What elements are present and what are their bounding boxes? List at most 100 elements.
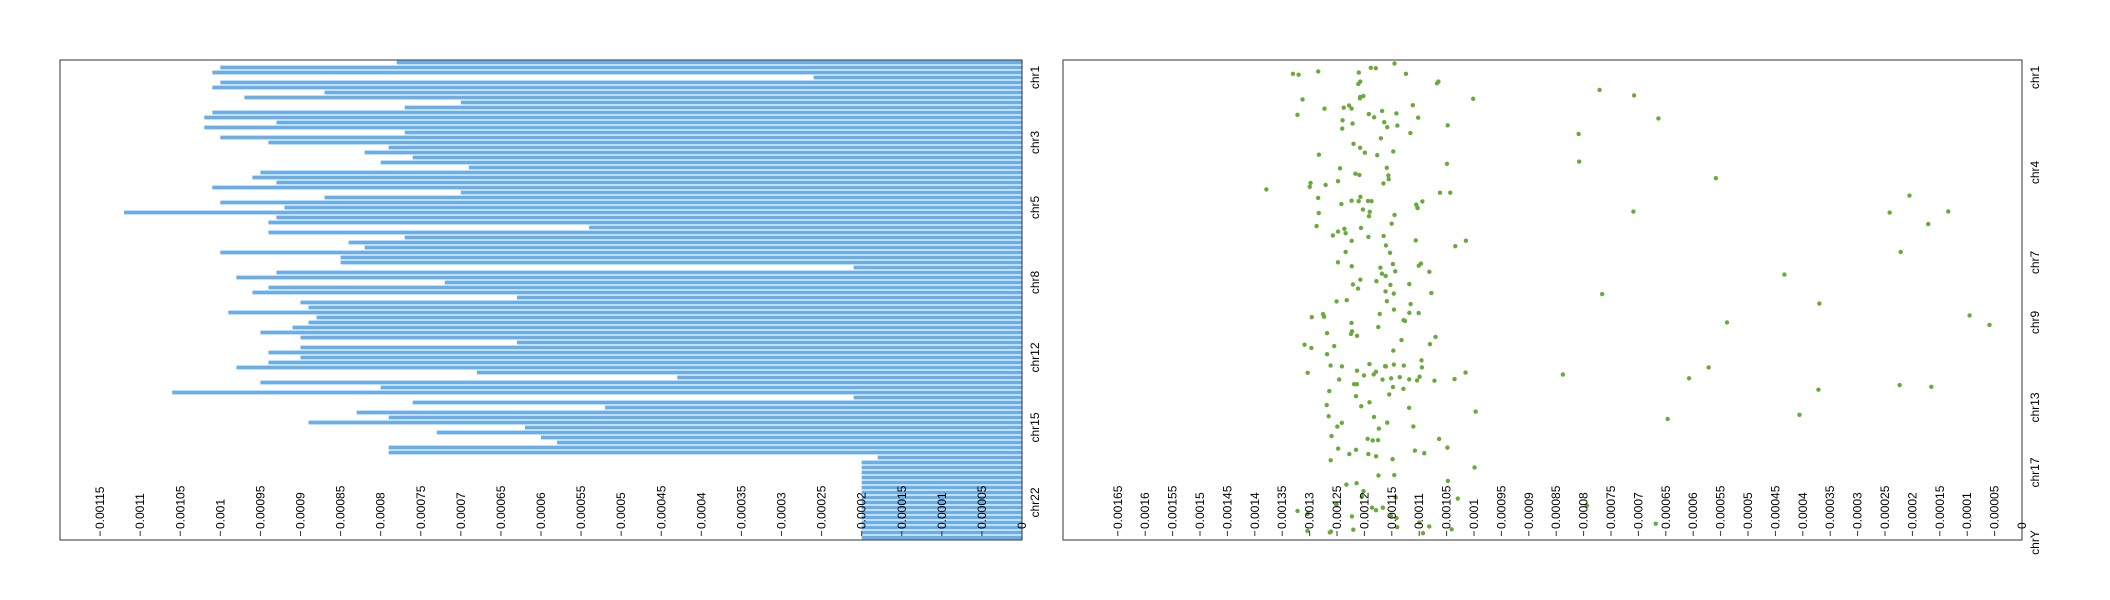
scatter-chart-tick-label: 0.00125 bbox=[1330, 485, 1344, 529]
scatter-point bbox=[1354, 333, 1360, 339]
scatter-point bbox=[1422, 451, 1427, 456]
scatter-point bbox=[1315, 195, 1321, 201]
bar-chart-category-label: chr8 bbox=[1028, 271, 1042, 295]
scatter-point bbox=[1887, 210, 1892, 215]
bar bbox=[292, 325, 1022, 330]
scatter-point bbox=[1351, 527, 1356, 532]
bar-chart-category-label: chr3 bbox=[1028, 131, 1042, 155]
scatter-point bbox=[1349, 106, 1354, 111]
scatter-point bbox=[1472, 465, 1477, 470]
scatter-chart-category-label: chrY bbox=[2028, 530, 2042, 555]
scatter-point bbox=[1335, 424, 1340, 429]
bar bbox=[172, 390, 1022, 395]
scatter-point bbox=[1381, 233, 1386, 239]
scatter-point bbox=[1323, 182, 1328, 188]
bar bbox=[853, 395, 1022, 400]
scatter-point bbox=[1420, 530, 1426, 536]
scatter-point bbox=[1433, 334, 1438, 340]
scatter-point bbox=[1406, 405, 1412, 411]
scatter-point bbox=[1349, 264, 1354, 269]
scatter-point bbox=[1416, 310, 1421, 316]
scatter-chart-tick-label: 0.0002 bbox=[1905, 492, 1919, 529]
bar-chart-tick-label: 0.00065 bbox=[494, 485, 508, 529]
scatter-chart-tick-label: 0.00035 bbox=[1823, 485, 1837, 529]
scatter-point bbox=[1264, 187, 1269, 192]
scatter-point bbox=[1393, 495, 1398, 500]
bar bbox=[252, 290, 1022, 295]
scatter-chart-tick-label: 0.0007 bbox=[1631, 492, 1645, 529]
bar bbox=[220, 200, 1023, 205]
scatter-point bbox=[1373, 508, 1379, 513]
bar bbox=[861, 465, 1022, 470]
scatter-point bbox=[1967, 313, 1972, 318]
scatter-point bbox=[1427, 269, 1432, 275]
scatter-chart-category-label: chr17 bbox=[2028, 457, 2042, 487]
bar bbox=[324, 90, 1022, 95]
bar-chart-category-label: chr12 bbox=[1028, 342, 1042, 372]
scatter-point bbox=[1379, 271, 1385, 276]
scatter-point bbox=[1463, 238, 1469, 243]
bar bbox=[388, 415, 1022, 420]
scatter-point bbox=[1394, 515, 1399, 521]
scatter-point bbox=[1408, 130, 1413, 136]
bar bbox=[244, 95, 1023, 100]
scatter-point bbox=[1387, 250, 1393, 256]
bar bbox=[557, 440, 1022, 445]
scatter-point bbox=[1724, 320, 1730, 325]
scatter-point bbox=[1907, 193, 1912, 198]
scatter-chart-category-label: chr9 bbox=[2028, 311, 2042, 335]
scatter-point bbox=[1340, 126, 1345, 131]
bar bbox=[220, 65, 1023, 70]
bar bbox=[388, 445, 1022, 450]
scatter-point bbox=[1383, 364, 1389, 369]
bar bbox=[460, 100, 1022, 105]
scatter-point bbox=[1897, 382, 1902, 388]
scatter-chart-tick-label: 0.0008 bbox=[1577, 492, 1591, 529]
bar bbox=[861, 475, 1022, 480]
scatter-point bbox=[1343, 231, 1348, 236]
scatter-point bbox=[1385, 124, 1390, 130]
scatter-point bbox=[1353, 447, 1359, 452]
scatter-chart-tick-label: 0.00085 bbox=[1549, 485, 1563, 529]
bar-chart-tick-label: 0.00005 bbox=[975, 485, 989, 529]
scatter-point bbox=[1408, 301, 1413, 307]
scatter-chart-tick-label: 0 bbox=[2015, 522, 2029, 529]
scatter-point bbox=[1358, 194, 1363, 200]
scatter-chart-tick-label: 0.0004 bbox=[1796, 492, 1810, 529]
scatter-point bbox=[1403, 71, 1409, 77]
scatter-point bbox=[1334, 502, 1339, 507]
scatter-point bbox=[1334, 299, 1339, 304]
bar bbox=[388, 450, 1022, 455]
scatter-chart-category-label: chr4 bbox=[2028, 161, 2042, 185]
scatter-point bbox=[1374, 278, 1379, 284]
scatter-point bbox=[1339, 364, 1345, 369]
scatter-point bbox=[1429, 290, 1434, 296]
bar bbox=[268, 360, 1022, 365]
bar bbox=[220, 135, 1023, 140]
scatter-point bbox=[1407, 310, 1412, 316]
scatter-point bbox=[1375, 438, 1381, 443]
scatter-point bbox=[1417, 520, 1422, 525]
scatter-point bbox=[1415, 205, 1420, 211]
scatter-point bbox=[1331, 343, 1337, 349]
scatter-point bbox=[1473, 409, 1478, 414]
scatter-point bbox=[1350, 282, 1356, 287]
bar bbox=[380, 160, 1023, 165]
scatter-point bbox=[1388, 376, 1394, 381]
scatter-chart-tick-label: 0.0014 bbox=[1248, 492, 1262, 529]
scatter-point bbox=[1290, 71, 1296, 76]
scatter-point bbox=[1782, 272, 1787, 277]
bar-chart-tick-label: 0.00055 bbox=[574, 485, 588, 529]
bar bbox=[356, 410, 1022, 415]
scatter-point bbox=[1393, 269, 1398, 274]
scatter-point bbox=[1351, 141, 1356, 147]
scatter-point bbox=[1343, 249, 1348, 255]
scatter-point bbox=[1295, 508, 1300, 514]
bar bbox=[348, 240, 1023, 245]
scatter-point bbox=[1413, 238, 1418, 243]
bar bbox=[476, 370, 1022, 375]
scatter-point bbox=[1470, 96, 1476, 101]
bar bbox=[300, 335, 1022, 340]
scatter-point bbox=[1397, 375, 1402, 380]
scatter-point bbox=[1356, 81, 1361, 87]
